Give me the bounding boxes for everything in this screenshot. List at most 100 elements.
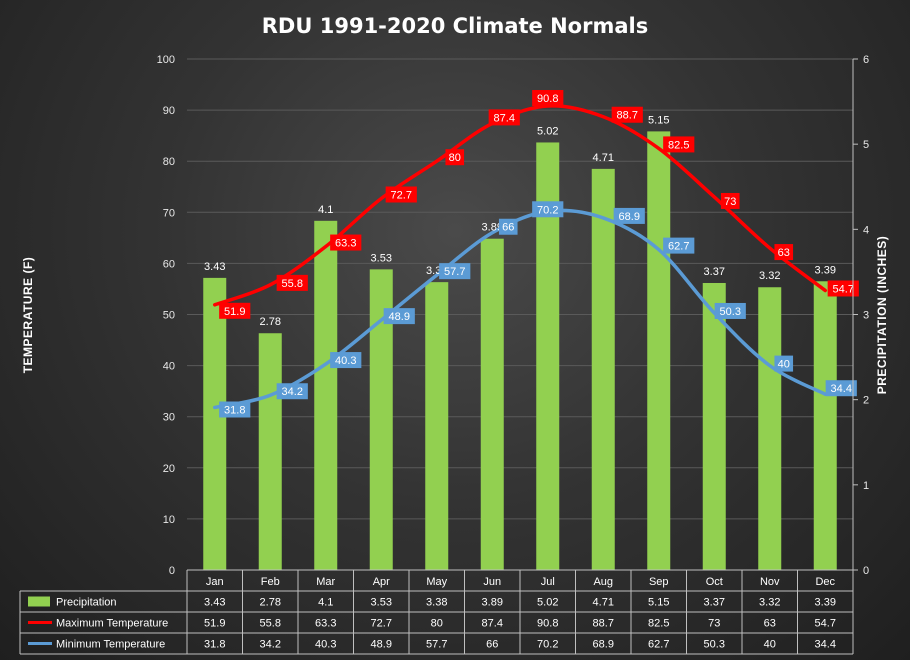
- table-cell: 34.4: [815, 639, 836, 651]
- right-tick-label: 6: [863, 54, 869, 66]
- precipitation-bar: [480, 238, 504, 570]
- right-axis-title: PRECIPITATION (INCHES): [875, 236, 889, 395]
- max-temp-label: 51.9: [224, 306, 245, 318]
- table-cell: 68.9: [593, 639, 614, 651]
- category-label: Sep: [649, 576, 669, 588]
- table-cell: 48.9: [371, 639, 392, 651]
- min-temp-label: 62.7: [668, 241, 689, 253]
- category-label: Jan: [206, 576, 224, 588]
- table-cell: 2.78: [260, 597, 281, 609]
- min-temp-label-box: [532, 201, 564, 218]
- right-tick-label: 2: [863, 395, 869, 407]
- max-temp-label: 82.5: [668, 139, 689, 151]
- min-temp-label: 70.2: [537, 204, 558, 216]
- category-label: Jun: [483, 576, 501, 588]
- left-tick-label: 50: [163, 310, 175, 322]
- precipitation-bar: [314, 220, 338, 571]
- min-temp-label: 34.2: [282, 386, 303, 398]
- max-temp-label-box: [276, 274, 308, 291]
- category-label: Nov: [760, 576, 780, 588]
- min-temp-label: 66: [502, 222, 514, 234]
- category-label: Aug: [593, 576, 613, 588]
- left-tick-label: 10: [163, 514, 175, 526]
- table-cell: 73: [708, 618, 720, 630]
- legend-label: Precipitation: [56, 597, 117, 609]
- min-temp-label-box: [663, 237, 695, 254]
- min-temp-label-box: [613, 207, 645, 224]
- table-cell: 66: [486, 639, 498, 651]
- category-label: Oct: [706, 576, 723, 588]
- left-tick-label: 80: [163, 156, 175, 168]
- legend-key-precipitation: [28, 596, 50, 607]
- min-temp-label-box: [439, 263, 471, 280]
- precipitation-label: 4.71: [593, 152, 614, 164]
- min-temp-label: 48.9: [389, 311, 410, 323]
- max-temp-label: 63.3: [335, 238, 356, 250]
- max-temp-label-box: [827, 280, 859, 297]
- left-axis-title: TEMPERATURE (F): [21, 257, 35, 374]
- table-cell: 51.9: [204, 618, 225, 630]
- min-temp-label: 31.8: [224, 405, 245, 417]
- category-label: Feb: [261, 576, 280, 588]
- left-tick-label: 20: [163, 463, 175, 475]
- max-temp-label-box: [330, 234, 362, 251]
- precipitation-bar: [258, 333, 282, 570]
- right-tick-label: 0: [863, 565, 869, 577]
- table-cell: 88.7: [593, 618, 614, 630]
- precipitation-bar: [813, 281, 837, 570]
- left-tick-label: 70: [163, 207, 175, 219]
- min-temp-label-box: [825, 380, 857, 397]
- table-cell: 55.8: [260, 618, 281, 630]
- table-cell: 63.3: [315, 618, 336, 630]
- precipitation-label: 3.89: [482, 222, 503, 234]
- table-cell: 34.2: [260, 639, 281, 651]
- axes: 0 10 20 30 40 50 60 70 80 90 100 0 1 2 3 4 5 6: [157, 54, 869, 577]
- precipitation-label: 3.43: [204, 261, 225, 273]
- max-temp-label-box: [219, 302, 251, 319]
- max-temp-label-box: [774, 244, 794, 261]
- legend-label: Maximum Temperature: [56, 618, 168, 630]
- table-cell: 40: [764, 639, 776, 651]
- category-label: Jul: [541, 576, 555, 588]
- min-temp-label-box: [330, 352, 362, 369]
- min-temp-label: 50.3: [720, 306, 741, 318]
- max-temp-label-box: [611, 106, 643, 123]
- precipitation-bar: [758, 287, 782, 570]
- max-temp-label: 73: [724, 196, 736, 208]
- max-temp-label: 80: [449, 152, 461, 164]
- max-temp-label: 87.4: [494, 112, 515, 124]
- max-temp-label-box: [720, 192, 740, 209]
- legend-label: Minimum Temperature: [56, 639, 165, 651]
- max-temp-label: 72.7: [391, 190, 412, 202]
- max-temp-label: 54.7: [833, 283, 854, 295]
- category-label: Mar: [316, 576, 335, 588]
- table-cell: 63: [764, 618, 776, 630]
- category-label: Dec: [815, 576, 835, 588]
- min-temp-label: 40: [778, 359, 790, 371]
- precipitation-label: 3.39: [815, 264, 836, 276]
- max-temp-label-box: [663, 136, 695, 153]
- data-table: Jan Feb Mar Apr May Jun Jul Aug Sep Oct Nov Dec Prec…: [19, 569, 854, 655]
- max-temp-label-box: [532, 90, 564, 107]
- table-cell: 3.32: [759, 597, 780, 609]
- min-temp-label-box: [774, 355, 794, 372]
- min-temp-label-box: [714, 302, 746, 319]
- min-temp-label: 57.7: [444, 266, 465, 278]
- table-cell: 31.8: [204, 639, 225, 651]
- max-temp-label-box: [445, 149, 465, 166]
- table-cell: 3.39: [815, 597, 836, 609]
- table-cell: 82.5: [648, 618, 669, 630]
- chart-title: RDU 1991-2020 Climate Normals: [262, 14, 648, 38]
- right-tick-label: 1: [863, 480, 869, 492]
- left-tick-label: 100: [157, 54, 175, 66]
- table-cell: 4.71: [593, 597, 614, 609]
- table-cell: 54.7: [815, 618, 836, 630]
- left-tick-label: 60: [163, 258, 175, 270]
- table-cell: 87.4: [482, 618, 503, 630]
- min-temp-label: 40.3: [335, 355, 356, 367]
- category-label: Apr: [373, 576, 390, 588]
- min-temp-label-box: [219, 401, 251, 418]
- precipitation-label: 2.78: [260, 316, 281, 328]
- max-temp-label-box: [488, 109, 520, 126]
